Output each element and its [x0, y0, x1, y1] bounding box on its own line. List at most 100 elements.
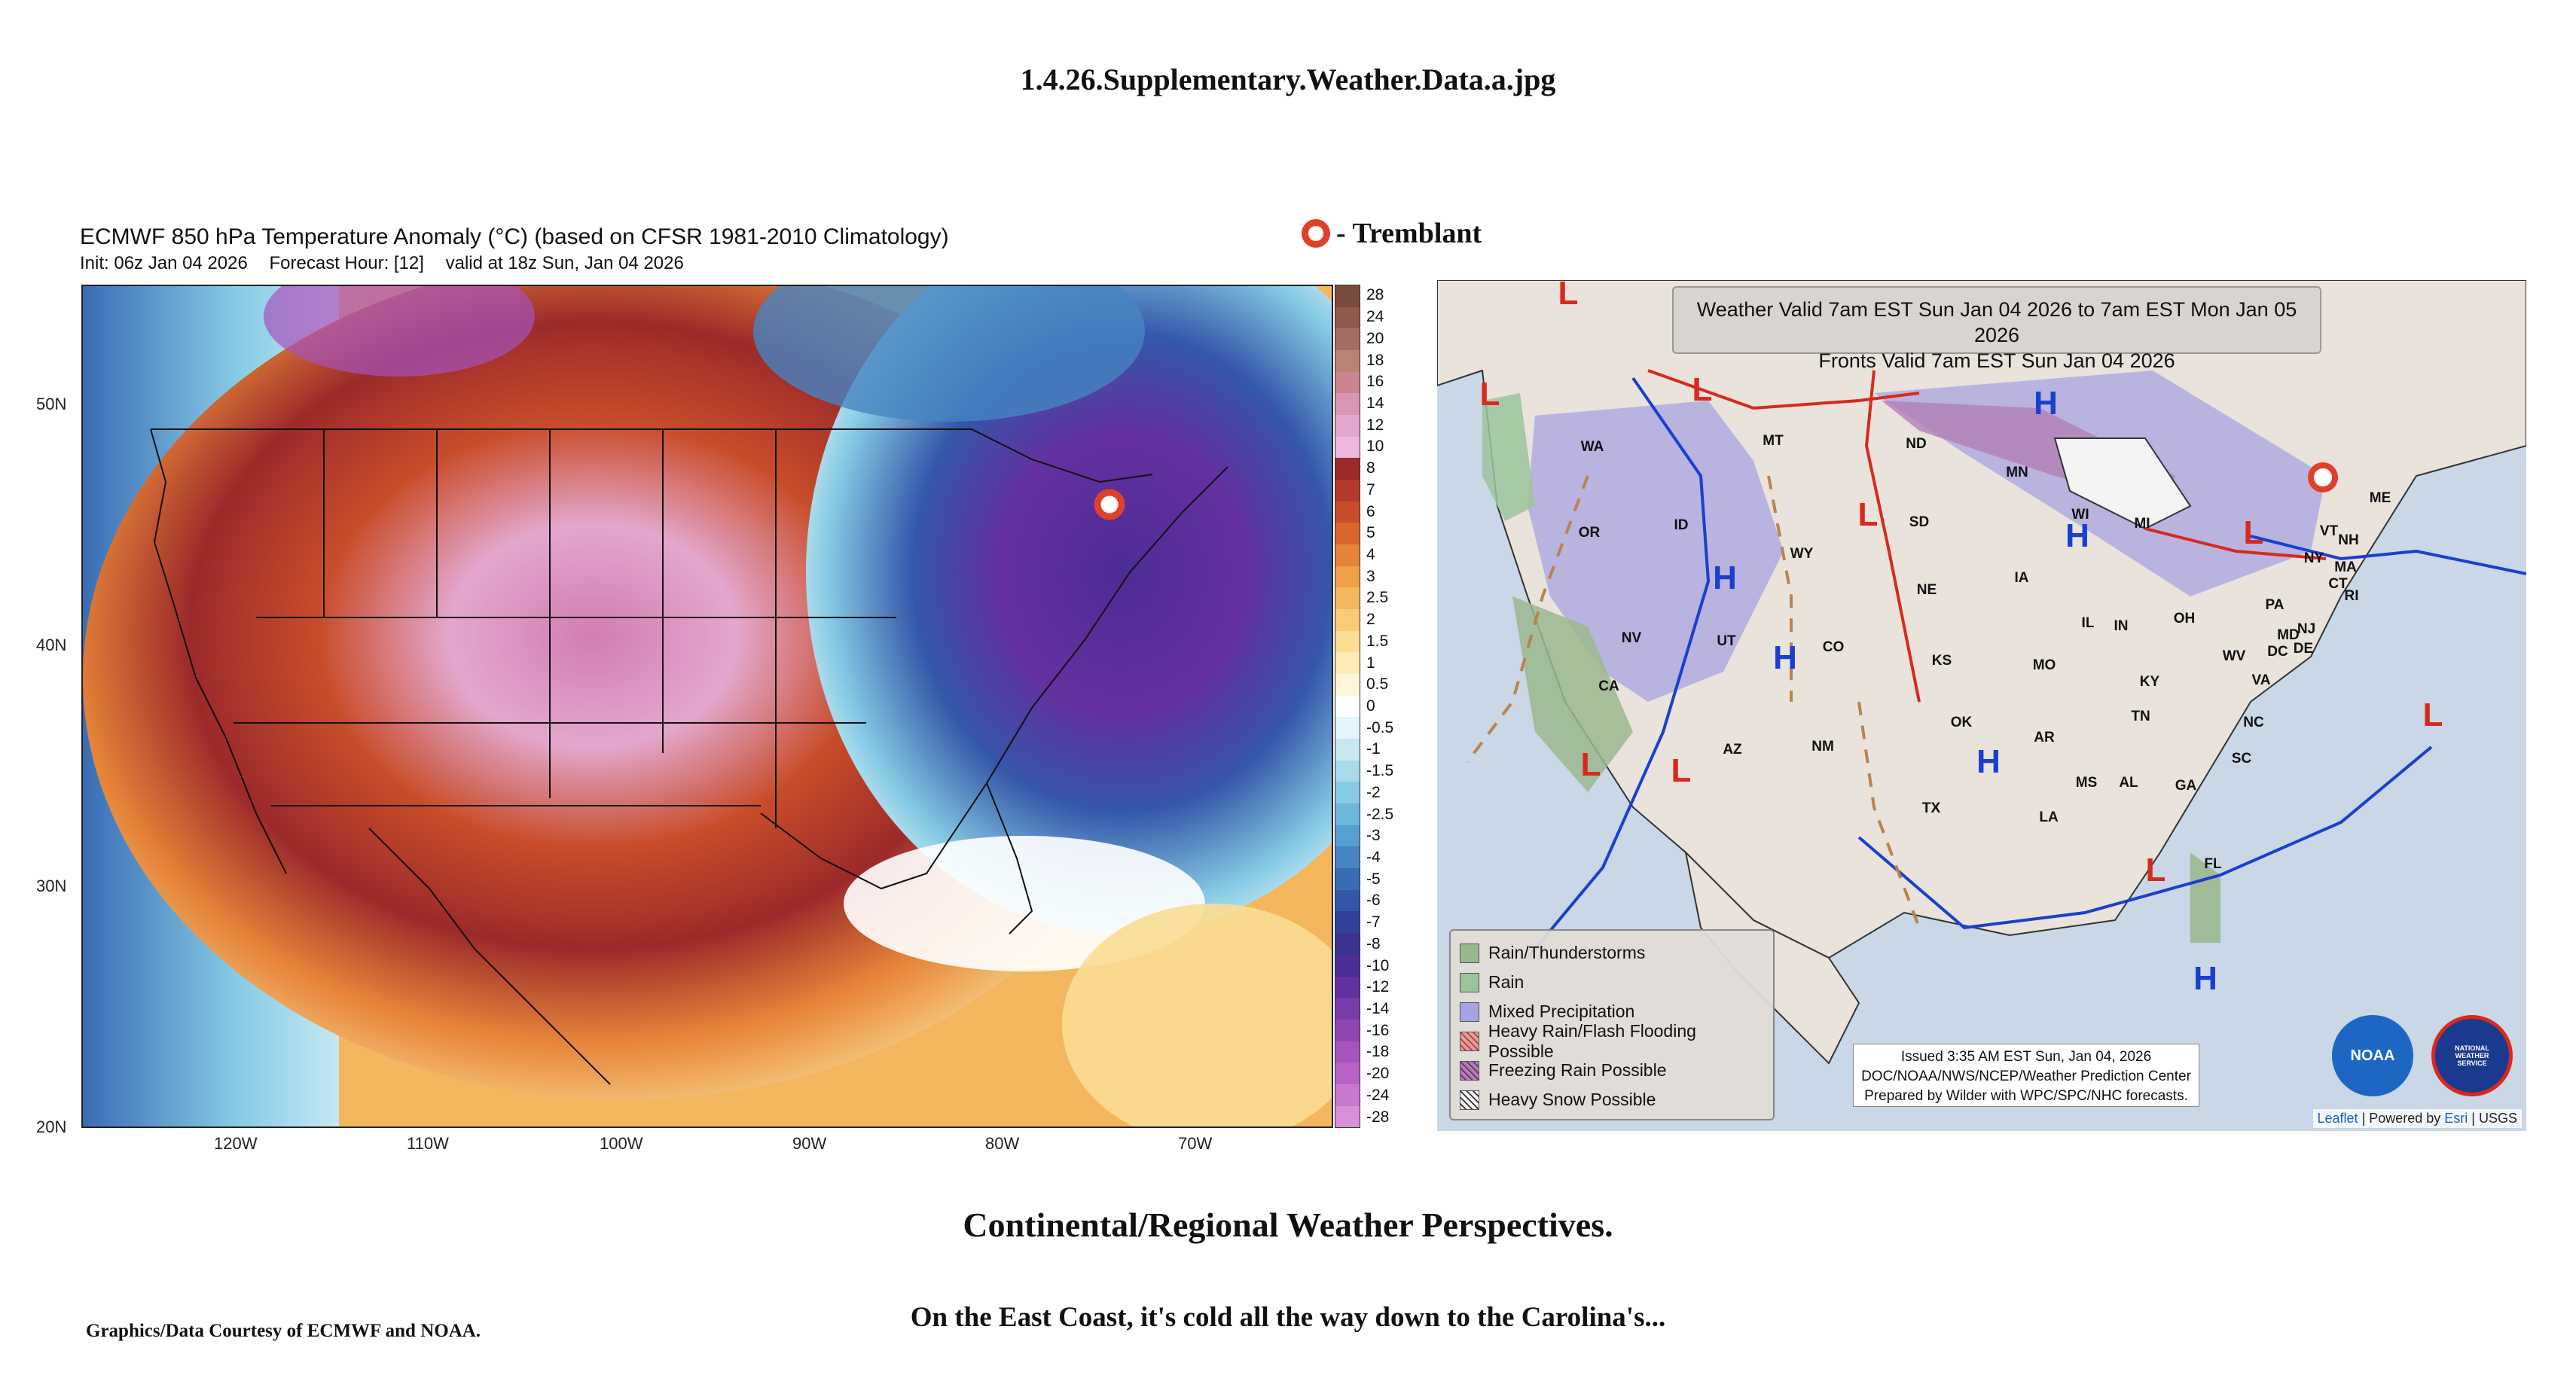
precip-legend: Rain/Thunderstorms Rain Mixed Precipitat… [1449, 929, 1775, 1120]
colorbar-label: 0.5 [1366, 675, 1389, 694]
state-label: ME [2369, 490, 2391, 506]
leaflet-link[interactable]: Leaflet [2317, 1111, 2358, 1126]
low-pressure-icon: L [1692, 371, 1713, 408]
state-label: WI [2071, 507, 2089, 523]
state-label: TX [1921, 800, 1941, 816]
colorbar-segment [1335, 868, 1360, 890]
issued-line: DOC/NOAA/NWS/NCEP/Weather Prediction Cen… [1861, 1069, 2191, 1084]
issued-line: Issued 3:35 AM EST Sun, Jan 04, 2026 [1900, 1049, 2152, 1065]
colorbar-label: 6 [1366, 502, 1375, 520]
lat-label: 30N [36, 876, 67, 895]
colorbar-segment [1335, 674, 1360, 696]
state-label: TN [2131, 709, 2150, 724]
colorbar-label: 4 [1366, 545, 1375, 563]
high-pressure-icon: H [2193, 960, 2217, 997]
state-label: PA [2265, 597, 2285, 613]
state-label: IA [2014, 570, 2029, 586]
state-label: OK [1950, 715, 1973, 730]
state-label: NC [2243, 715, 2264, 730]
lat-label: 20N [36, 1117, 67, 1136]
low-pressure-icon: L [1580, 746, 1601, 783]
validity-box: Weather Valid 7am EST Sun Jan 04 2026 to… [1672, 286, 2321, 372]
esri-link[interactable]: Esri [2444, 1111, 2468, 1126]
nws-logo-text: NATIONAL WEATHER SERVICE [2455, 1044, 2489, 1067]
state-label: MN [2006, 465, 2028, 480]
colorbar-segment [1335, 393, 1360, 416]
colorbar-label: 28 [1366, 286, 1384, 304]
ecmwf-header: ECMWF 850 hPa Temperature Anomaly (°C) (… [80, 224, 949, 274]
issued-box: Issued 3:35 AM EST Sun, Jan 04, 2026 DOC… [1853, 1044, 2199, 1107]
low-pressure-icon: L [2243, 514, 2264, 551]
state-label: MO [2032, 657, 2056, 673]
low-pressure-icon: L [1479, 376, 1500, 413]
map-attribution: Leaflet | Powered by Esri | USGS [2312, 1109, 2522, 1128]
colorbar-label: -3 [1366, 827, 1381, 845]
credit-text: Graphics/Data Courtesy of ECMWF and NOAA… [86, 1321, 481, 1341]
location-ring-icon [1302, 219, 1330, 248]
colorbar-segment [1335, 933, 1360, 955]
state-label: FL [2204, 856, 2222, 872]
state-label: MT [1763, 433, 1784, 449]
legend-swatch [1460, 1031, 1479, 1051]
colorbar-segment [1335, 846, 1360, 869]
state-label: CO [1822, 639, 1845, 655]
high-pressure-icon: H [1976, 743, 2001, 780]
colorbar-label: -24 [1366, 1086, 1390, 1104]
state-label: DC [2267, 644, 2288, 660]
high-pressure-icon: H [2034, 385, 2058, 422]
colorbar-label: -4 [1366, 849, 1381, 867]
state-label: SC [2231, 751, 2252, 767]
colorbar-segment [1335, 501, 1360, 523]
init-time: Init: 06z Jan 04 2026 [80, 253, 248, 273]
state-label: NY [2303, 550, 2324, 566]
low-pressure-icon: L [1671, 752, 1692, 789]
attrib-text: | USGS [2468, 1111, 2517, 1126]
state-label: MD [2277, 627, 2300, 643]
colorbar-segment [1335, 782, 1360, 804]
legend-label: Rain/Thunderstorms [1488, 943, 1646, 962]
state-label: SD [1909, 514, 1930, 530]
colorbar-label: 7 [1366, 480, 1375, 498]
surface-map-base [1437, 280, 2526, 1065]
colorbar-label: -20 [1366, 1065, 1390, 1083]
colorbar-segment [1335, 523, 1360, 545]
colorbar-label: -18 [1366, 1043, 1390, 1061]
ecmwf-subtitle: Init: 06z Jan 04 2026 Forecast Hour: [12… [80, 253, 949, 274]
state-label: WA [1580, 439, 1604, 455]
colorbar-labels: 28 24 20 18 16 14 12 10 8 7 6 5 4 3 2.5 2 1.5 1 0.5 0 -0.5 -1… [1366, 285, 1419, 1128]
colorbar-label: -7 [1366, 913, 1381, 931]
lon-label: 80W [985, 1134, 1020, 1153]
colorbar-label: 3 [1366, 567, 1375, 585]
colorbar-segment [1335, 566, 1360, 588]
colorbar-label: 8 [1366, 459, 1375, 477]
colorbar-label: -8 [1366, 934, 1381, 953]
legend-swatch [1460, 1060, 1479, 1081]
state-label: NM [1811, 739, 1834, 755]
colorbar-segment [1335, 760, 1360, 782]
caption-text: On the East Coast, it's cold all the way… [910, 1302, 1666, 1333]
colorbar-segment [1335, 480, 1360, 502]
colorbar-label: 5 [1366, 524, 1375, 542]
colorbar-segment [1335, 695, 1360, 718]
colorbar-segment [1335, 436, 1360, 459]
colorbar-label: -5 [1366, 870, 1381, 888]
valid-time: valid at 18z Sun, Jan 04 2026 [445, 253, 684, 273]
colorbar-label: 2 [1366, 611, 1375, 629]
colorbar-segment [1335, 350, 1360, 372]
state-label: KY [2139, 674, 2160, 690]
colorbar-segment [1335, 1019, 1360, 1041]
state-label: WV [2222, 648, 2246, 664]
low-pressure-icon: L [2145, 852, 2166, 889]
state-label: NJ [2297, 621, 2316, 637]
valid-line-1: Weather Valid 7am EST Sun Jan 04 2026 to… [1696, 298, 2297, 346]
state-label: AZ [1723, 742, 1742, 758]
colorbar-segment [1335, 371, 1360, 394]
state-label: KS [1931, 653, 1952, 669]
state-label: AR [2034, 730, 2055, 745]
colorbar-segment [1335, 825, 1360, 847]
state-label: ID [1674, 517, 1689, 533]
colorbar-label: -0.5 [1366, 718, 1394, 736]
colorbar-segment [1335, 587, 1360, 610]
colorbar-segment [1335, 306, 1360, 329]
issued-line: Prepared by Wilder with WPC/SPC/NHC fore… [1864, 1088, 2188, 1104]
